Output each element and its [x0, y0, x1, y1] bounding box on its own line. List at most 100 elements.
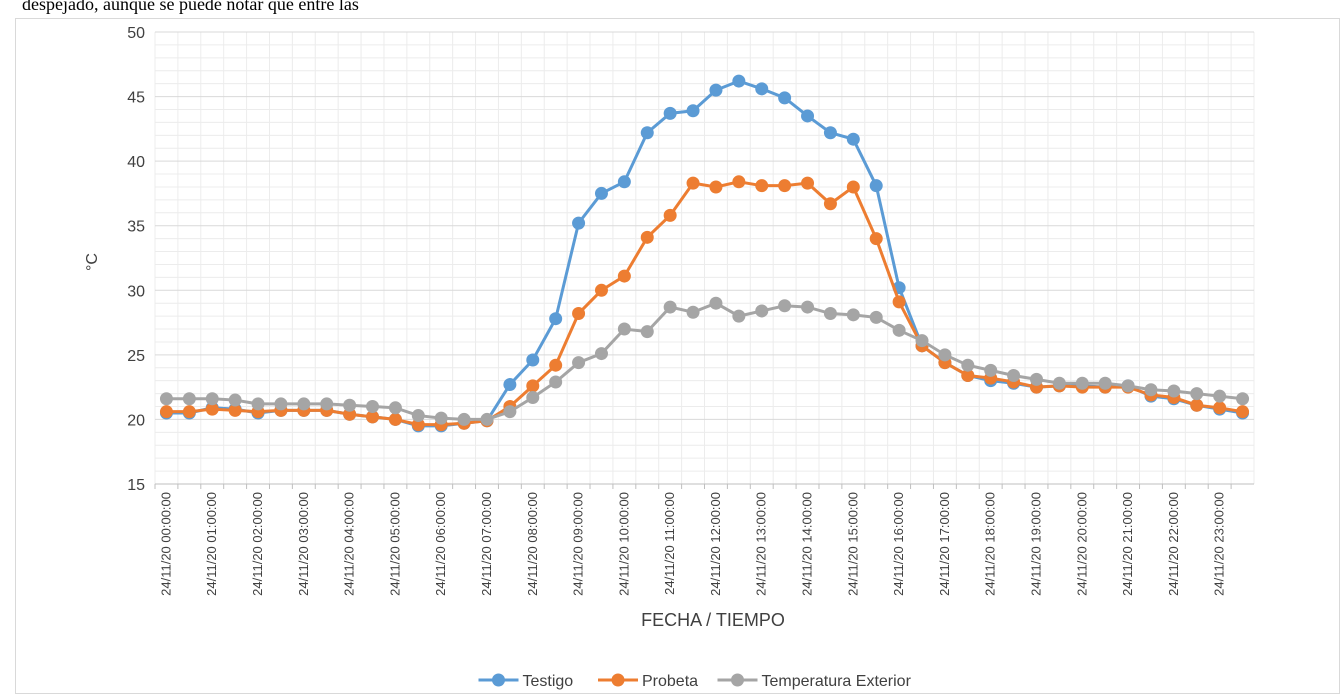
data-point: [640, 325, 654, 339]
data-point: [732, 74, 746, 88]
data-point: [320, 397, 334, 411]
data-point: [1121, 379, 1135, 393]
data-point: [640, 230, 654, 244]
x-tick-label: 24/11/20 17:00:00: [937, 492, 952, 596]
data-point: [1213, 389, 1227, 403]
legend-marker: [492, 673, 505, 687]
data-point: [594, 347, 608, 361]
data-point: [846, 308, 860, 322]
legend-label: Temperatura Exterior: [762, 673, 912, 690]
data-point: [1052, 376, 1066, 390]
data-point: [778, 299, 792, 313]
x-tick-label: 24/11/20 10:00:00: [616, 492, 631, 596]
y-tick-label: 50: [127, 25, 145, 42]
y-tick-label: 45: [127, 90, 145, 107]
data-point: [388, 412, 402, 426]
x-tick-label: 24/11/20 22:00:00: [1166, 492, 1181, 596]
data-point: [823, 197, 837, 211]
data-point: [572, 216, 586, 230]
data-point: [686, 176, 700, 190]
data-point: [572, 307, 586, 321]
data-point: [892, 323, 906, 337]
data-point: [274, 397, 288, 411]
data-point: [869, 310, 883, 324]
data-point: [617, 322, 631, 336]
data-point: [549, 358, 563, 372]
data-point: [297, 397, 311, 411]
data-point: [663, 208, 677, 222]
data-point: [823, 307, 837, 321]
data-point: [526, 353, 540, 367]
x-tick-label: 24/11/20 06:00:00: [433, 492, 448, 596]
data-point: [251, 397, 265, 411]
data-point: [755, 82, 769, 96]
legend-label: Probeta: [642, 673, 698, 690]
x-tick-label: 24/11/20 05:00:00: [387, 492, 402, 596]
data-point: [709, 83, 723, 97]
data-point: [480, 412, 494, 426]
x-tick-label: 24/11/20 03:00:00: [296, 492, 311, 596]
data-point: [778, 179, 792, 193]
data-point: [892, 295, 906, 309]
data-point: [801, 109, 815, 123]
chart-frame: [15, 18, 1340, 694]
data-point: [159, 392, 173, 406]
y-tick-label: 20: [127, 412, 145, 429]
data-point: [228, 393, 242, 407]
data-point: [1213, 401, 1227, 415]
data-point: [778, 91, 792, 105]
y-tick-label: 40: [127, 154, 145, 171]
data-point: [915, 334, 929, 348]
data-point: [411, 409, 425, 423]
data-point: [755, 304, 769, 318]
x-tick-label: 24/11/20 20:00:00: [1074, 492, 1089, 596]
data-point: [228, 403, 242, 417]
x-tick-label: 24/11/20 04:00:00: [342, 492, 357, 596]
data-point: [1236, 392, 1250, 406]
data-point: [617, 269, 631, 283]
data-point: [755, 179, 769, 193]
data-point: [846, 180, 860, 194]
x-tick-label: 24/11/20 14:00:00: [800, 492, 815, 596]
x-tick-label: 24/11/20 18:00:00: [983, 492, 998, 596]
data-point: [549, 375, 563, 389]
data-point: [1190, 398, 1204, 412]
data-point: [388, 401, 402, 415]
data-point: [961, 369, 975, 383]
data-point: [663, 106, 677, 120]
data-point: [366, 400, 380, 414]
x-tick-label: 24/11/20 08:00:00: [525, 492, 540, 596]
data-point: [961, 358, 975, 372]
x-tick-label: 24/11/20 12:00:00: [708, 492, 723, 596]
data-point: [938, 348, 952, 362]
data-point: [869, 232, 883, 246]
data-point: [1190, 387, 1204, 401]
data-point: [732, 309, 746, 323]
x-tick-label: 24/11/20 02:00:00: [250, 492, 265, 596]
data-point: [823, 126, 837, 140]
x-tick-label: 24/11/20 15:00:00: [845, 492, 860, 596]
x-tick-label: 24/11/20 23:00:00: [1212, 492, 1227, 596]
data-point: [205, 402, 219, 416]
data-point: [526, 390, 540, 404]
data-point: [801, 300, 815, 314]
data-point: [686, 305, 700, 319]
data-point: [594, 186, 608, 200]
data-point: [343, 398, 357, 412]
data-point: [663, 300, 677, 314]
data-point: [1167, 384, 1181, 398]
x-tick-label: 24/11/20 07:00:00: [479, 492, 494, 596]
data-point: [503, 378, 517, 392]
data-point: [640, 126, 654, 140]
data-point: [182, 405, 196, 419]
data-point: [411, 418, 425, 432]
data-point: [182, 392, 196, 406]
data-point: [457, 412, 471, 426]
data-point: [709, 296, 723, 310]
legend-label: Testigo: [523, 673, 574, 690]
x-tick-label: 24/11/20 16:00:00: [891, 492, 906, 596]
x-axis-label: FECHA / TIEMPO: [641, 610, 785, 630]
data-point: [869, 179, 883, 193]
document-text: despejado, aunque se puede notar que ent…: [22, 0, 359, 14]
data-point: [686, 104, 700, 118]
